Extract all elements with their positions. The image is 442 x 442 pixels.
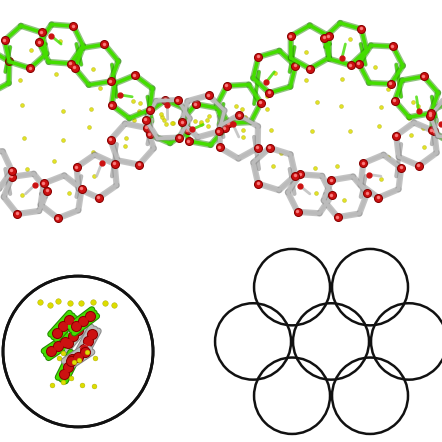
Text: 90°: 90° xyxy=(34,247,56,259)
Bar xyxy=(279,274,383,409)
PathPatch shape xyxy=(190,241,442,442)
PathPatch shape xyxy=(190,241,442,442)
Bar xyxy=(286,279,377,425)
PathPatch shape xyxy=(190,241,442,442)
PathPatch shape xyxy=(0,241,190,442)
PathPatch shape xyxy=(190,241,442,442)
PathPatch shape xyxy=(190,241,442,442)
PathPatch shape xyxy=(190,241,442,442)
Text: B: B xyxy=(198,249,215,269)
PathPatch shape xyxy=(190,241,442,442)
